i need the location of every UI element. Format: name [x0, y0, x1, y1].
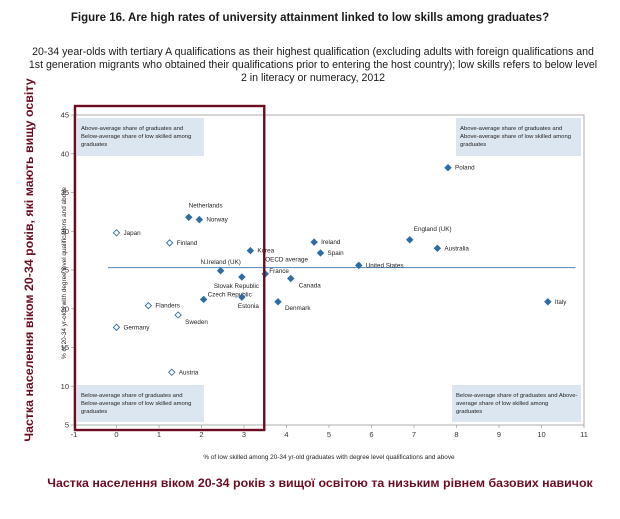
quadrant-text: Below-average share of graduates and: [81, 393, 183, 399]
point-label-germany: Germany: [124, 324, 151, 331]
x-tick-label: 0: [114, 430, 118, 439]
quadrant-text: Above-average share of low skilled among: [460, 134, 571, 140]
point-netherlands: [185, 213, 193, 222]
y-axis-label: % of 20-34 yr-olds with degree level qua…: [61, 187, 68, 359]
point-label-italy: Italy: [555, 299, 567, 306]
x-tick-label: 8: [454, 430, 458, 439]
point-label-denmark: Denmark: [285, 305, 311, 312]
point-italy: [544, 298, 552, 306]
quadrant-layer: Above-average share of graduates and Belo…: [77, 118, 581, 422]
figure-subtitle: 20-34 year-olds with tertiary A qualific…: [28, 46, 598, 84]
point-label-japan: Japan: [124, 230, 142, 237]
point-label-finland: Finland: [177, 240, 198, 247]
point-denmark: [274, 298, 282, 306]
point-label-czech-republic: Czech Republic: [208, 291, 252, 298]
quadrant-text: graduates: [81, 409, 107, 415]
y-tick-label: 45: [61, 111, 69, 120]
point-label-poland: Poland: [455, 165, 475, 172]
quadrant-text: Below-average share of low skilled among: [81, 401, 191, 407]
y-tick-label: 20: [61, 304, 69, 313]
oecd-average-label: OECD average: [265, 257, 308, 264]
point-label-england-uk: England (UK): [414, 226, 452, 233]
x-tick-label: 11: [580, 430, 588, 439]
quadrant-text: Below-average share of graduates and Abo…: [456, 393, 578, 399]
point-canada: [287, 274, 295, 283]
point-austria: [168, 368, 176, 377]
y-tick-label: 25: [61, 266, 69, 275]
x-tick-label: 1: [157, 430, 161, 439]
point-sweden: [174, 311, 182, 319]
x-tick-label: 5: [327, 430, 331, 439]
point-label-ireland: Ireland: [321, 239, 341, 246]
points-layer: Poland Netherlands Norway Japan Finland Korea…: [112, 163, 567, 377]
point-label-spain: Spain: [328, 250, 345, 257]
y-tick-label: 35: [61, 188, 69, 197]
quadrant-box-bottom-left: [77, 385, 204, 422]
x-tick-label: 2: [199, 430, 203, 439]
point-label-flanders: Flanders: [155, 303, 180, 310]
quadrant-box-bottom-right: [452, 385, 581, 422]
point-label-slovak-republic: Slovak Republic: [214, 283, 259, 290]
x-tick-label: 9: [497, 430, 501, 439]
point-label-n-ireland-uk: N.Ireland (UK): [201, 259, 241, 266]
point-label-france: France: [269, 268, 289, 275]
average-layer: OECD average: [108, 257, 576, 269]
quadrant-text: Above-average share of graduates and: [81, 126, 183, 132]
point-label-korea: Korea: [257, 248, 274, 255]
point-label-sweden: Sweden: [185, 319, 208, 326]
point-finland: [165, 239, 174, 247]
point-label-australia: Australia: [444, 245, 469, 252]
x-tick-label: -1: [71, 430, 78, 439]
highlight-box: [73, 104, 266, 432]
x-tick-label: 6: [369, 430, 373, 439]
quadrant-text: average share of low skilled among: [456, 401, 548, 407]
quadrant-text: graduates: [81, 142, 107, 148]
plot-frame: [73, 114, 585, 426]
point-n-ireland-uk: [216, 267, 225, 275]
point-label-estonia: Estonia: [238, 303, 260, 310]
point-label-netherlands: Netherlands: [189, 202, 223, 209]
point-norway: [195, 215, 204, 224]
quadrant-box-top-right: [456, 118, 581, 156]
point-poland: [444, 163, 452, 172]
quadrant-text: Below-average share of low skilled among: [81, 134, 191, 140]
point-japan: [112, 229, 121, 237]
point-label-norway: Norway: [206, 217, 228, 224]
point-united-states: [355, 261, 363, 270]
point-label-austria: Austria: [179, 369, 199, 376]
x-axis-label: % of low skilled among 20-34 yr-old grad…: [203, 454, 455, 461]
y-tick-label: 5: [65, 421, 69, 430]
point-england-uk: [406, 236, 414, 244]
quadrant-text: Above-average share of graduates and: [460, 126, 562, 132]
figure-title: Figure 16. Are high rates of university …: [70, 12, 550, 24]
y-tick-label: 40: [61, 149, 69, 158]
quadrant-text: graduates: [456, 409, 482, 415]
x-tick-label: 3: [242, 430, 246, 439]
point-estonia: [238, 293, 246, 301]
point-label-united-states: United States: [366, 262, 404, 269]
point-ireland: [310, 238, 318, 246]
y-tick-label: 30: [61, 227, 69, 236]
y-tick-label: 10: [61, 382, 69, 391]
point-australia: [433, 244, 442, 253]
point-label-canada: Canada: [299, 283, 322, 290]
point-slovak-republic: [238, 273, 246, 281]
y-tick-label: 15: [61, 343, 69, 352]
x-tick-label: 10: [537, 430, 545, 439]
side-caption: Частка населення віком 20-34 років, які …: [22, 78, 36, 442]
bottom-caption: Частка населення віком 20-34 років з вищ…: [47, 476, 593, 490]
point-germany: [112, 323, 121, 332]
point-spain: [316, 249, 325, 257]
quadrant-text: graduates: [460, 142, 486, 148]
x-tick-label: 7: [412, 430, 416, 439]
quadrant-box-top-left: [77, 118, 204, 156]
point-flanders: [144, 301, 153, 310]
x-tick-label: 4: [284, 430, 288, 439]
point-korea: [246, 246, 255, 255]
point-czech-republic: [199, 295, 208, 304]
